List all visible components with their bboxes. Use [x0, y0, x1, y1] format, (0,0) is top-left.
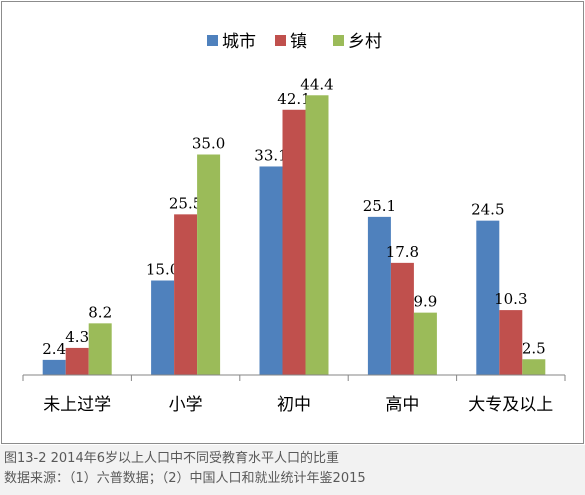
- x-tick-label-2: 小学: [169, 395, 203, 415]
- bar-2-2: [174, 214, 198, 375]
- data-label-4-1: 25.1: [363, 197, 396, 215]
- data-label-2-1: 15.0: [146, 261, 179, 279]
- legend-swatch-2: [275, 35, 286, 46]
- legend-swatch-3: [333, 35, 344, 46]
- bar-2-1: [151, 280, 175, 375]
- bar-4-3: [413, 312, 437, 375]
- bar-5-2: [499, 310, 523, 375]
- legend-label-3: 乡村: [348, 32, 382, 52]
- data-label-3-2: 42.1: [277, 90, 310, 108]
- data-label-5-1: 24.5: [471, 201, 504, 219]
- legend-label-2: 镇: [290, 32, 307, 52]
- bar-1-3: [88, 323, 112, 375]
- bar-2-3: [197, 154, 221, 375]
- chart-area: 2.4 15.0 33.1 25.1 24.5 4.3 25.5 42.1 17.8 10.3 8.…: [1, 1, 584, 444]
- figure-caption: 图13-2 2014年6岁以上人口中不同受教育水平人口的比重 数据来源：（1）六…: [0, 445, 585, 495]
- x-tick-label-5: 大专及以上: [468, 395, 553, 415]
- bar-4-2: [390, 262, 414, 375]
- legend-label-1: 城市: [222, 32, 256, 52]
- bar-1-1: [42, 359, 66, 375]
- data-label-1-3: 8.2: [88, 303, 112, 321]
- data-label-5-2: 10.3: [494, 290, 527, 308]
- x-tick-label-4: 高中: [385, 395, 419, 415]
- bar-3-2: [282, 109, 306, 376]
- x-tick-label-3: 初中: [277, 395, 311, 415]
- data-label-4-3: 9.9: [413, 293, 437, 311]
- data-label-2-2: 25.5: [169, 194, 202, 212]
- data-label-1-1: 2.4: [42, 340, 66, 358]
- caption-source: 数据来源：（1）六普数据；（2）中国人口和就业统计年鉴2015: [4, 471, 366, 486]
- bar-5-3: [522, 359, 546, 375]
- data-label-3-3: 44.4: [300, 75, 333, 93]
- data-label-4-2: 17.8: [386, 243, 419, 261]
- caption-title: 图13-2 2014年6岁以上人口中不同受教育水平人口的比重: [4, 451, 339, 466]
- bar-4-1: [367, 216, 391, 375]
- x-tick-label-1: 未上过学: [43, 395, 111, 415]
- data-label-1-2: 4.3: [65, 328, 89, 346]
- legend-swatch-1: [207, 35, 218, 46]
- bar-5-1: [476, 220, 500, 375]
- bar-3-1: [259, 166, 283, 375]
- data-label-2-3: 35.0: [192, 135, 225, 153]
- bar-chart: 2.4 15.0 33.1 25.1 24.5 4.3 25.5 42.1 17.8 10.3 8.…: [22, 32, 566, 415]
- data-label-5-3: 2.5: [522, 339, 546, 357]
- bar-1-2: [65, 347, 89, 375]
- data-label-3-1: 33.1: [254, 146, 287, 164]
- bar-3-3: [305, 95, 329, 375]
